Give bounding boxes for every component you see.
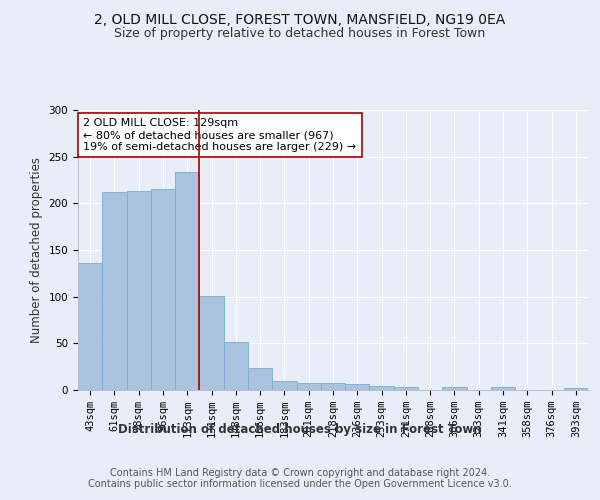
Bar <box>321 384 345 390</box>
Text: 2, OLD MILL CLOSE, FOREST TOWN, MANSFIELD, NG19 0EA: 2, OLD MILL CLOSE, FOREST TOWN, MANSFIEL… <box>94 12 506 26</box>
Bar <box>102 192 127 390</box>
Text: 2 OLD MILL CLOSE: 129sqm
← 80% of detached houses are smaller (967)
19% of semi-: 2 OLD MILL CLOSE: 129sqm ← 80% of detach… <box>83 118 356 152</box>
Bar <box>199 296 224 390</box>
Bar <box>175 172 199 390</box>
Bar <box>370 386 394 390</box>
Bar <box>394 387 418 390</box>
Bar <box>272 380 296 390</box>
Bar <box>127 191 151 390</box>
Bar <box>442 387 467 390</box>
Bar <box>78 263 102 390</box>
Bar <box>491 387 515 390</box>
Text: Size of property relative to detached houses in Forest Town: Size of property relative to detached ho… <box>115 28 485 40</box>
Text: Distribution of detached houses by size in Forest Town: Distribution of detached houses by size … <box>118 422 482 436</box>
Bar <box>151 190 175 390</box>
Bar <box>248 368 272 390</box>
Bar <box>224 342 248 390</box>
Y-axis label: Number of detached properties: Number of detached properties <box>30 157 43 343</box>
Bar <box>345 384 370 390</box>
Text: Contains HM Land Registry data © Crown copyright and database right 2024.
Contai: Contains HM Land Registry data © Crown c… <box>88 468 512 489</box>
Bar <box>564 388 588 390</box>
Bar <box>296 382 321 390</box>
